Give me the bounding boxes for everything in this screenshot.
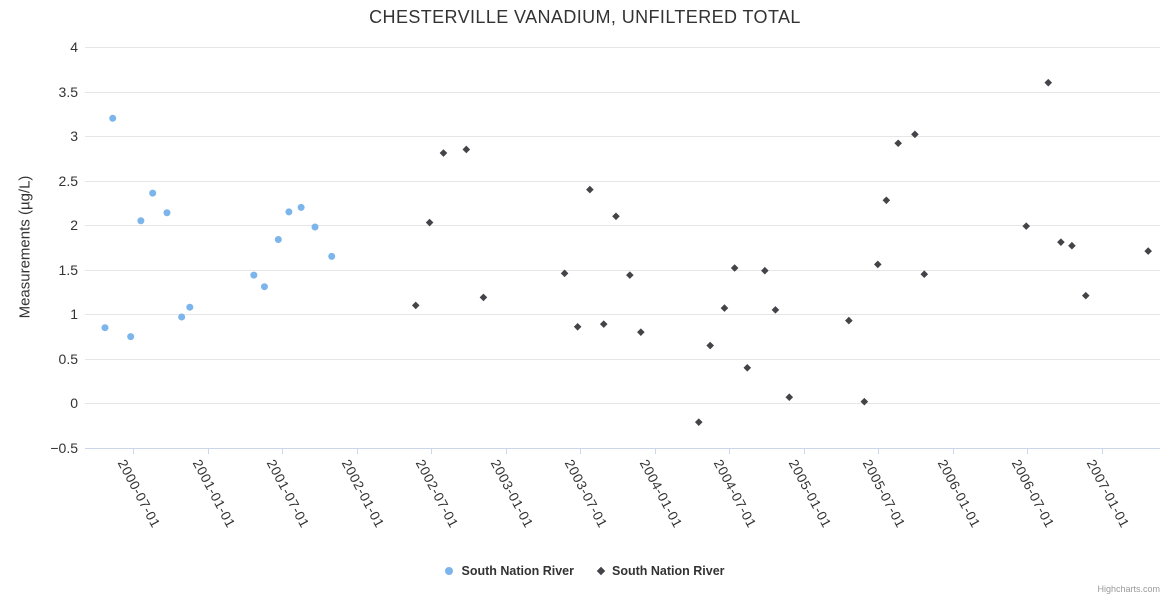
y-axis-label: 1.5 [58, 261, 78, 278]
legend-marker-diamond-icon [596, 566, 606, 576]
legend-label-series-1: South Nation River [612, 564, 725, 578]
data-point-diamond[interactable] [720, 304, 729, 312]
data-point-diamond[interactable] [694, 418, 703, 426]
data-point-circle[interactable] [328, 252, 336, 260]
data-point-circle[interactable] [109, 114, 117, 122]
data-point-circle[interactable] [127, 333, 135, 341]
data-point-diamond[interactable] [873, 260, 882, 269]
data-point-circle[interactable] [163, 209, 171, 217]
y-axis-label: 0 [70, 395, 78, 412]
data-point-diamond[interactable] [706, 341, 714, 350]
data-point-diamond[interactable] [560, 269, 569, 278]
y-axis-label: 4 [70, 39, 78, 55]
data-point-diamond[interactable] [612, 212, 620, 221]
y-axis-label: −0.5 [50, 440, 78, 456]
data-point-diamond[interactable] [425, 218, 434, 227]
chart-title: CHESTERVILLE VANADIUM, UNFILTERED TOTAL [369, 7, 801, 27]
data-point-diamond[interactable] [626, 271, 634, 279]
data-point-diamond[interactable] [479, 293, 488, 302]
data-point-diamond[interactable] [1081, 291, 1090, 300]
y-axis-label: 3 [70, 128, 78, 145]
y-axis-label: 2.5 [58, 172, 78, 189]
data-point-circle[interactable] [311, 223, 319, 231]
data-point-diamond[interactable] [771, 306, 780, 314]
data-point-diamond[interactable] [785, 393, 794, 402]
data-point-diamond[interactable] [1057, 238, 1065, 246]
legend-marker-circle-icon [445, 567, 454, 575]
data-point-diamond[interactable] [911, 130, 919, 139]
legend-label-series-0: South Nation River [461, 564, 574, 578]
data-point-diamond[interactable] [439, 149, 448, 157]
data-point-diamond[interactable] [586, 185, 594, 194]
data-point-circle[interactable] [260, 283, 268, 291]
highcharts-credit[interactable]: Highcharts.com [1097, 584, 1160, 594]
data-point-circle[interactable] [297, 203, 305, 211]
data-point-diamond[interactable] [860, 397, 869, 406]
y-axis-label: 2 [70, 217, 78, 234]
y-axis-label: 1 [70, 306, 78, 323]
legend-item-series-1[interactable]: South Nation River [596, 564, 725, 578]
data-point-diamond[interactable] [920, 270, 929, 279]
data-point-diamond[interactable] [730, 264, 739, 272]
data-point-diamond[interactable] [761, 266, 769, 275]
y-axis-label: 0.5 [58, 350, 78, 367]
data-point-diamond[interactable] [894, 139, 902, 148]
data-point-circle[interactable] [101, 324, 109, 332]
data-point-diamond[interactable] [1144, 247, 1152, 255]
data-point-circle[interactable] [186, 303, 194, 311]
data-point-diamond[interactable] [1022, 222, 1031, 230]
data-point-diamond[interactable] [845, 316, 853, 325]
legend: South Nation River South Nation River [0, 560, 1170, 582]
data-point-diamond[interactable] [637, 328, 645, 336]
data-point-circle[interactable] [285, 208, 293, 216]
data-point-circle[interactable] [137, 217, 145, 225]
data-point-diamond[interactable] [599, 320, 608, 328]
data-point-diamond[interactable] [462, 145, 471, 154]
data-point-diamond[interactable] [573, 323, 582, 331]
data-point-diamond[interactable] [411, 301, 420, 310]
data-point-circle[interactable] [149, 189, 157, 197]
data-point-circle[interactable] [274, 235, 282, 243]
data-point-circle[interactable] [178, 313, 186, 321]
data-point-diamond[interactable] [1068, 241, 1076, 250]
y-axis-label: 3.5 [58, 83, 78, 100]
data-point-diamond[interactable] [1044, 78, 1053, 87]
data-point-diamond[interactable] [882, 196, 891, 205]
data-point-diamond[interactable] [743, 364, 752, 372]
data-point-circle[interactable] [250, 271, 258, 279]
legend-item-series-0[interactable]: South Nation River [445, 564, 574, 578]
